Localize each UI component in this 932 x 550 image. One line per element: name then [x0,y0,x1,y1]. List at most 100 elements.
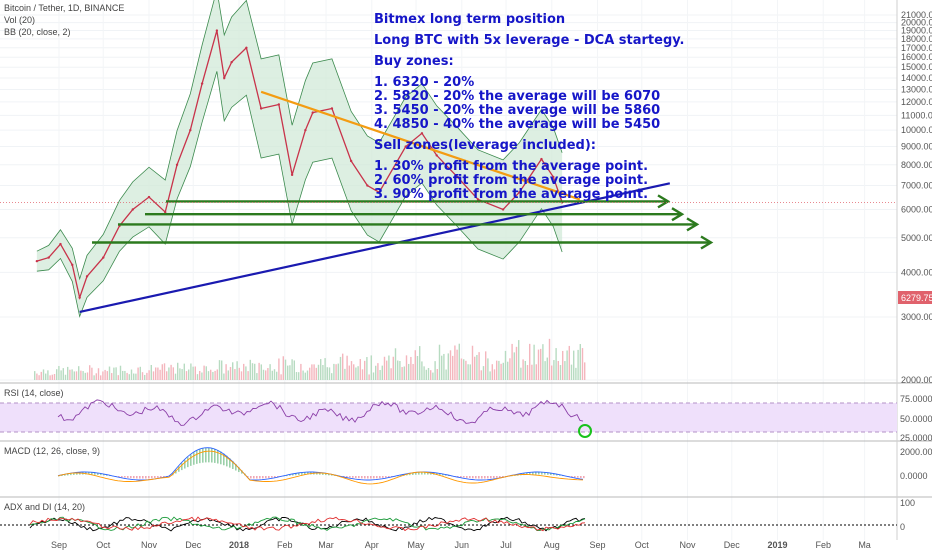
volume-bar [150,364,152,380]
macd-histogram-bar [484,476,486,479]
volume-bar [564,361,566,380]
volume-bar [166,371,168,380]
macd-histogram-bar [226,455,228,467]
macd-histogram-bar [202,448,204,463]
volume-bar [71,369,73,380]
rsi-highlight-circle[interactable] [578,424,592,438]
macd-histogram-bar [574,476,576,478]
macd-histogram-bar [259,476,261,479]
volume-bar [251,363,254,380]
symbol-title[interactable]: Bitcoin / Tether, 1D, BINANCE [4,3,124,13]
volume-bar [170,364,172,380]
bollinger-bands [36,0,563,318]
downtrend-line[interactable] [260,90,581,201]
volume-indicator-label[interactable]: Vol (20) [4,15,35,25]
macd-histogram-bar [319,472,321,475]
rsi-band [0,403,897,432]
macd-histogram-bar [253,476,255,479]
macd-histogram-bar [307,472,309,475]
volume-bar [339,356,342,380]
macd-histogram-bar [214,448,216,463]
rsi-indicator-label[interactable]: RSI (14, close) [4,388,64,398]
macd-histogram-bar [550,472,552,475]
price-point [215,29,219,32]
volume-bar [273,369,276,380]
price-tick-label: 19000.00 [901,26,932,36]
macd-histogram-bar [67,473,69,476]
volume-bar [91,367,93,380]
macd-histogram-bar [205,447,207,463]
bollinger-indicator-label[interactable]: BB (20, close, 2) [4,27,71,37]
volume-bar [581,348,584,380]
macd-histogram-bar [178,466,180,472]
volume-bar [546,357,548,380]
volume-bar [544,361,546,380]
time-axis[interactable]: Sep Oct Nov Dec 2018 Feb Mar Apr May Jun Jul Aug Sep… [51,540,871,550]
price-tick-label: 15000.00 [901,62,932,72]
volume-bar [201,372,203,380]
volume-bars [34,338,586,380]
macd-histogram-bar [289,474,291,476]
volume-bar [267,368,269,380]
macd-histogram-bar [262,476,264,479]
volume-bar [306,370,309,380]
volume-bar [577,349,579,380]
volume-bar [271,370,273,380]
annotation-line: 1. 6320 - 20% [374,75,474,90]
volume-bar [146,372,148,380]
macd-histogram-bar [298,473,300,476]
volume-bar [122,370,124,380]
volume-bar [64,374,67,380]
macd-histogram-bar [94,472,96,475]
macd-histogram-bar [343,476,345,477]
volume-bar [342,353,344,380]
annotation-line: 3. 90% profit from the average point. [374,187,648,202]
volume-bar [258,362,260,380]
macd-histogram-bar [187,457,189,468]
volume-bar [100,375,102,380]
volume-bar [141,372,144,380]
volume-bar [548,338,551,380]
price-point [164,210,167,214]
volume-bar [476,354,478,380]
annotation-line: 2. 60% profit from the average point. [374,173,648,188]
price-tick-label: 20000.00 [901,18,932,28]
last-price-value: 6279.75 [901,293,932,303]
volume-bar [137,367,139,380]
price-axis[interactable]: 2000.00 3000.00 4000.00 5000.00 6000.00 7000.… [901,10,932,385]
price-point [147,195,151,199]
macd-histogram-bar [145,476,147,479]
volume-bar [432,372,434,380]
volume-bar [155,367,157,380]
macd-histogram-bar [400,475,402,477]
price-tick-label: 18000.00 [901,34,932,44]
volume-bar [291,359,293,380]
time-tick-label: Aug [544,540,560,550]
macd-histogram-bar [184,460,186,469]
volume-bar [515,346,518,380]
volume-bar [80,370,82,380]
volume-bar [214,370,216,380]
volume-bar [425,369,427,380]
volume-bar [161,364,163,380]
macd-histogram-bar [304,472,306,475]
price-tick-label: 7000.00 [901,181,932,191]
volume-bar [300,363,302,380]
price-point [59,242,62,246]
volume-bar [394,348,397,380]
volume-bar [551,365,553,380]
adx-indicator-label[interactable]: ADX and DI (14, 20) [4,502,85,512]
macd-histogram-bar [544,472,546,475]
uptrend-line[interactable] [79,182,671,314]
macd-histogram-bar [427,472,429,475]
price-tick-label: 4000.00 [901,267,932,277]
volume-bar [269,364,271,380]
annotation-line: 1. 30% profit from the average point. [374,159,648,174]
volume-bar [500,363,502,380]
macd-histogram-bar [103,473,105,476]
volume-bar [350,361,353,380]
macd-histogram-bar [238,467,240,473]
macd-histogram-bar [301,472,303,475]
macd-indicator-label[interactable]: MACD (12, 26, close, 9) [4,446,100,456]
rsi-tick-50: 50.0000 [900,414,932,424]
